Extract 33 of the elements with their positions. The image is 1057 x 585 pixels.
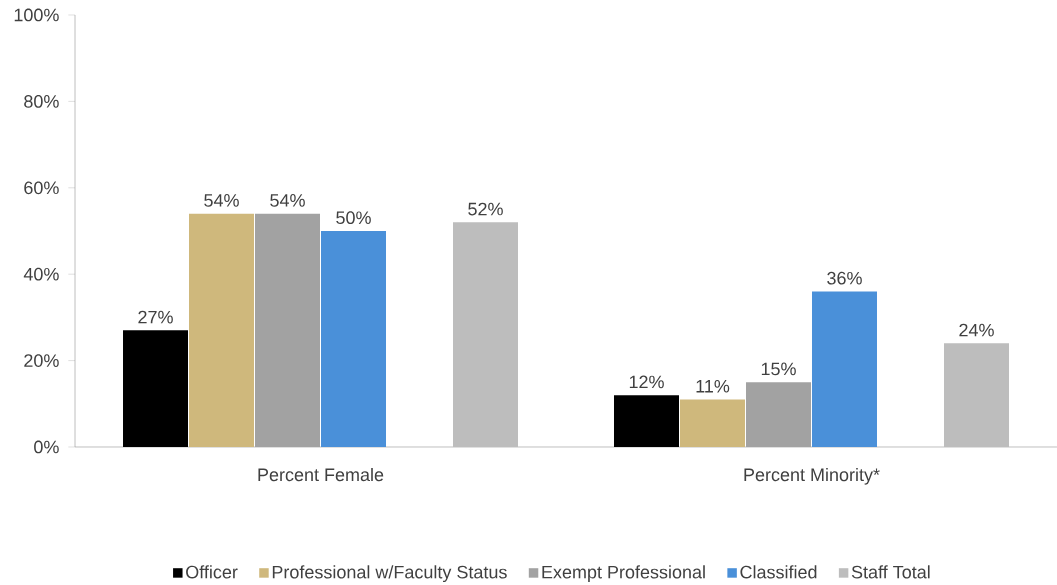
- bar: [812, 291, 877, 447]
- y-tick-label: 40%: [23, 267, 59, 281]
- bar: [189, 213, 255, 447]
- data-label: 54%: [270, 194, 305, 207]
- bar: [614, 395, 679, 447]
- bar: [453, 222, 518, 447]
- y-tick-label: 100%: [14, 8, 59, 22]
- legend-label: Classified: [740, 565, 817, 579]
- bar: [255, 213, 321, 447]
- legend-label: Officer: [186, 565, 238, 579]
- bar: [123, 330, 189, 447]
- bar: [680, 399, 745, 447]
- data-label: 24%: [959, 323, 994, 337]
- data-label: 54%: [204, 194, 239, 207]
- legend-label: Staff Total: [851, 565, 930, 579]
- y-tick-label: 80%: [24, 95, 59, 108]
- legend-label: Exempt Professional: [542, 565, 705, 583]
- data-label: 52%: [468, 202, 503, 216]
- y-tick-label: 20%: [24, 354, 59, 367]
- y-tick-label: 60%: [24, 181, 59, 195]
- data-label: 36%: [827, 271, 862, 285]
- data-label: 12%: [629, 375, 664, 389]
- data-label: 50%: [336, 211, 371, 225]
- data-label: 11%: [696, 379, 730, 393]
- x-tick-label: Percent Female: [258, 467, 384, 482]
- data-label: 15%: [761, 362, 796, 376]
- legend-label: Professional w/Faculty Status: [272, 565, 507, 583]
- bar: [746, 382, 811, 447]
- bar: [944, 343, 1009, 447]
- data-label: 27%: [138, 310, 173, 324]
- x-tick-label: Percent Minority*: [744, 467, 880, 485]
- y-tick-label: 0%: [34, 440, 59, 454]
- bar: [321, 230, 387, 447]
